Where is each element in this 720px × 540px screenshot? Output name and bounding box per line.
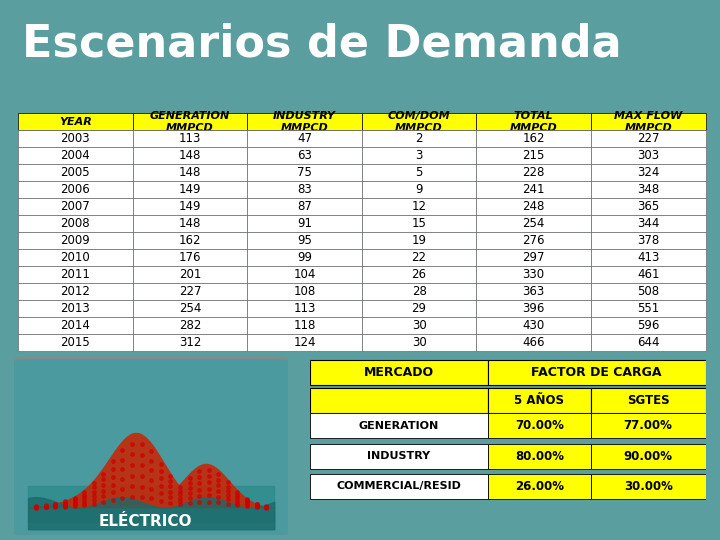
Text: COMMERCIAL/RESID: COMMERCIAL/RESID <box>336 482 461 491</box>
FancyBboxPatch shape <box>310 360 488 385</box>
FancyBboxPatch shape <box>310 414 488 438</box>
FancyBboxPatch shape <box>488 474 590 499</box>
FancyBboxPatch shape <box>488 388 590 414</box>
Text: 70.00%: 70.00% <box>515 420 564 433</box>
Text: FACTOR DE CARGA: FACTOR DE CARGA <box>531 366 662 379</box>
FancyBboxPatch shape <box>488 414 590 438</box>
Text: Escenarios de Demanda: Escenarios de Demanda <box>22 22 621 65</box>
Text: MERCADO: MERCADO <box>364 366 433 379</box>
Text: ELÉCTRICO: ELÉCTRICO <box>99 514 192 529</box>
FancyBboxPatch shape <box>310 474 488 499</box>
Text: 77.00%: 77.00% <box>624 420 672 433</box>
FancyBboxPatch shape <box>590 474 706 499</box>
FancyBboxPatch shape <box>488 444 590 469</box>
Text: 80.00%: 80.00% <box>515 450 564 463</box>
Text: 90.00%: 90.00% <box>624 450 672 463</box>
Text: GENERATION: GENERATION <box>359 421 438 431</box>
FancyBboxPatch shape <box>310 388 488 414</box>
Text: SGTES: SGTES <box>627 394 670 408</box>
Text: INDUSTRY: INDUSTRY <box>367 451 431 461</box>
Text: 26.00%: 26.00% <box>515 480 564 493</box>
FancyBboxPatch shape <box>590 414 706 438</box>
FancyBboxPatch shape <box>310 444 488 469</box>
FancyBboxPatch shape <box>12 358 291 536</box>
FancyBboxPatch shape <box>590 444 706 469</box>
Text: 5 AÑOS: 5 AÑOS <box>514 394 564 408</box>
Text: 30.00%: 30.00% <box>624 480 672 493</box>
FancyBboxPatch shape <box>488 360 706 385</box>
FancyBboxPatch shape <box>590 388 706 414</box>
